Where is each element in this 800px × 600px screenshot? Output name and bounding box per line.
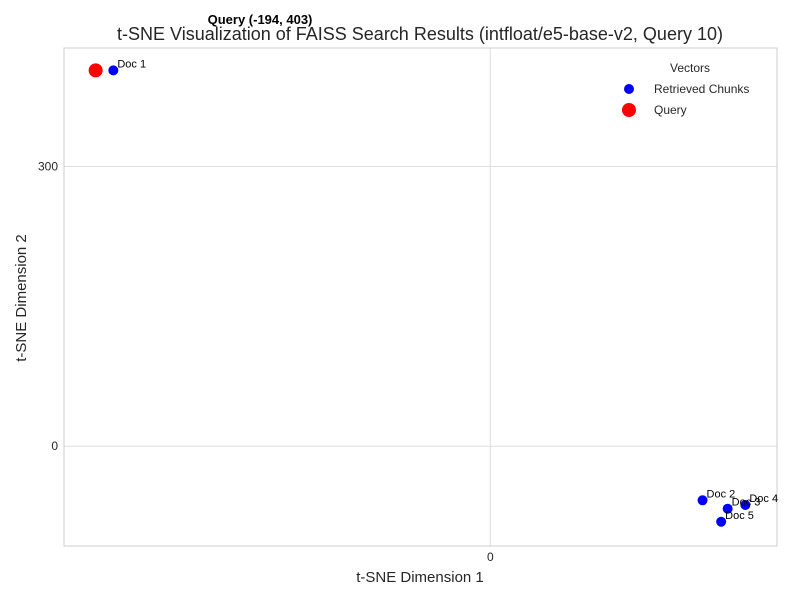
legend: Vectors Retrieved Chunks Query (622, 61, 749, 117)
retrieved-chunks-point (716, 516, 727, 527)
legend-marker-retrieved-chunks (624, 84, 634, 94)
legend-title: Vectors (670, 61, 710, 75)
query-annotation: Query (-194, 403) (208, 12, 313, 27)
y-axis-label: t-SNE Dimension 2 (13, 234, 30, 362)
retrieved-chunks-point (697, 495, 708, 506)
data-points (88, 63, 751, 527)
legend-label-query: Query (654, 103, 687, 117)
point-label: Doc 5 (725, 510, 754, 522)
point-label: Doc 2 (707, 488, 736, 500)
y-tick-label: 0 (51, 439, 58, 453)
legend-marker-query (622, 103, 636, 117)
retrieved-chunks-point (722, 503, 733, 514)
query-point (88, 63, 103, 78)
point-label: Doc 4 (749, 493, 778, 505)
axis-ticks: 0 0 300 (38, 159, 494, 564)
retrieved-chunks-point (108, 65, 119, 76)
point-label: Doc 3 (732, 497, 761, 509)
grid-lines (64, 48, 777, 546)
legend-label-retrieved-chunks: Retrieved Chunks (654, 82, 749, 96)
point-label: Doc 1 (117, 58, 146, 70)
retrieved-chunks-point (740, 499, 751, 510)
x-tick-label: 0 (487, 550, 494, 564)
x-axis-label: t-SNE Dimension 1 (356, 569, 484, 586)
y-tick-label: 300 (38, 159, 58, 173)
chart-title: t-SNE Visualization of FAISS Search Resu… (117, 24, 723, 44)
plot-area-frame (63, 47, 778, 547)
